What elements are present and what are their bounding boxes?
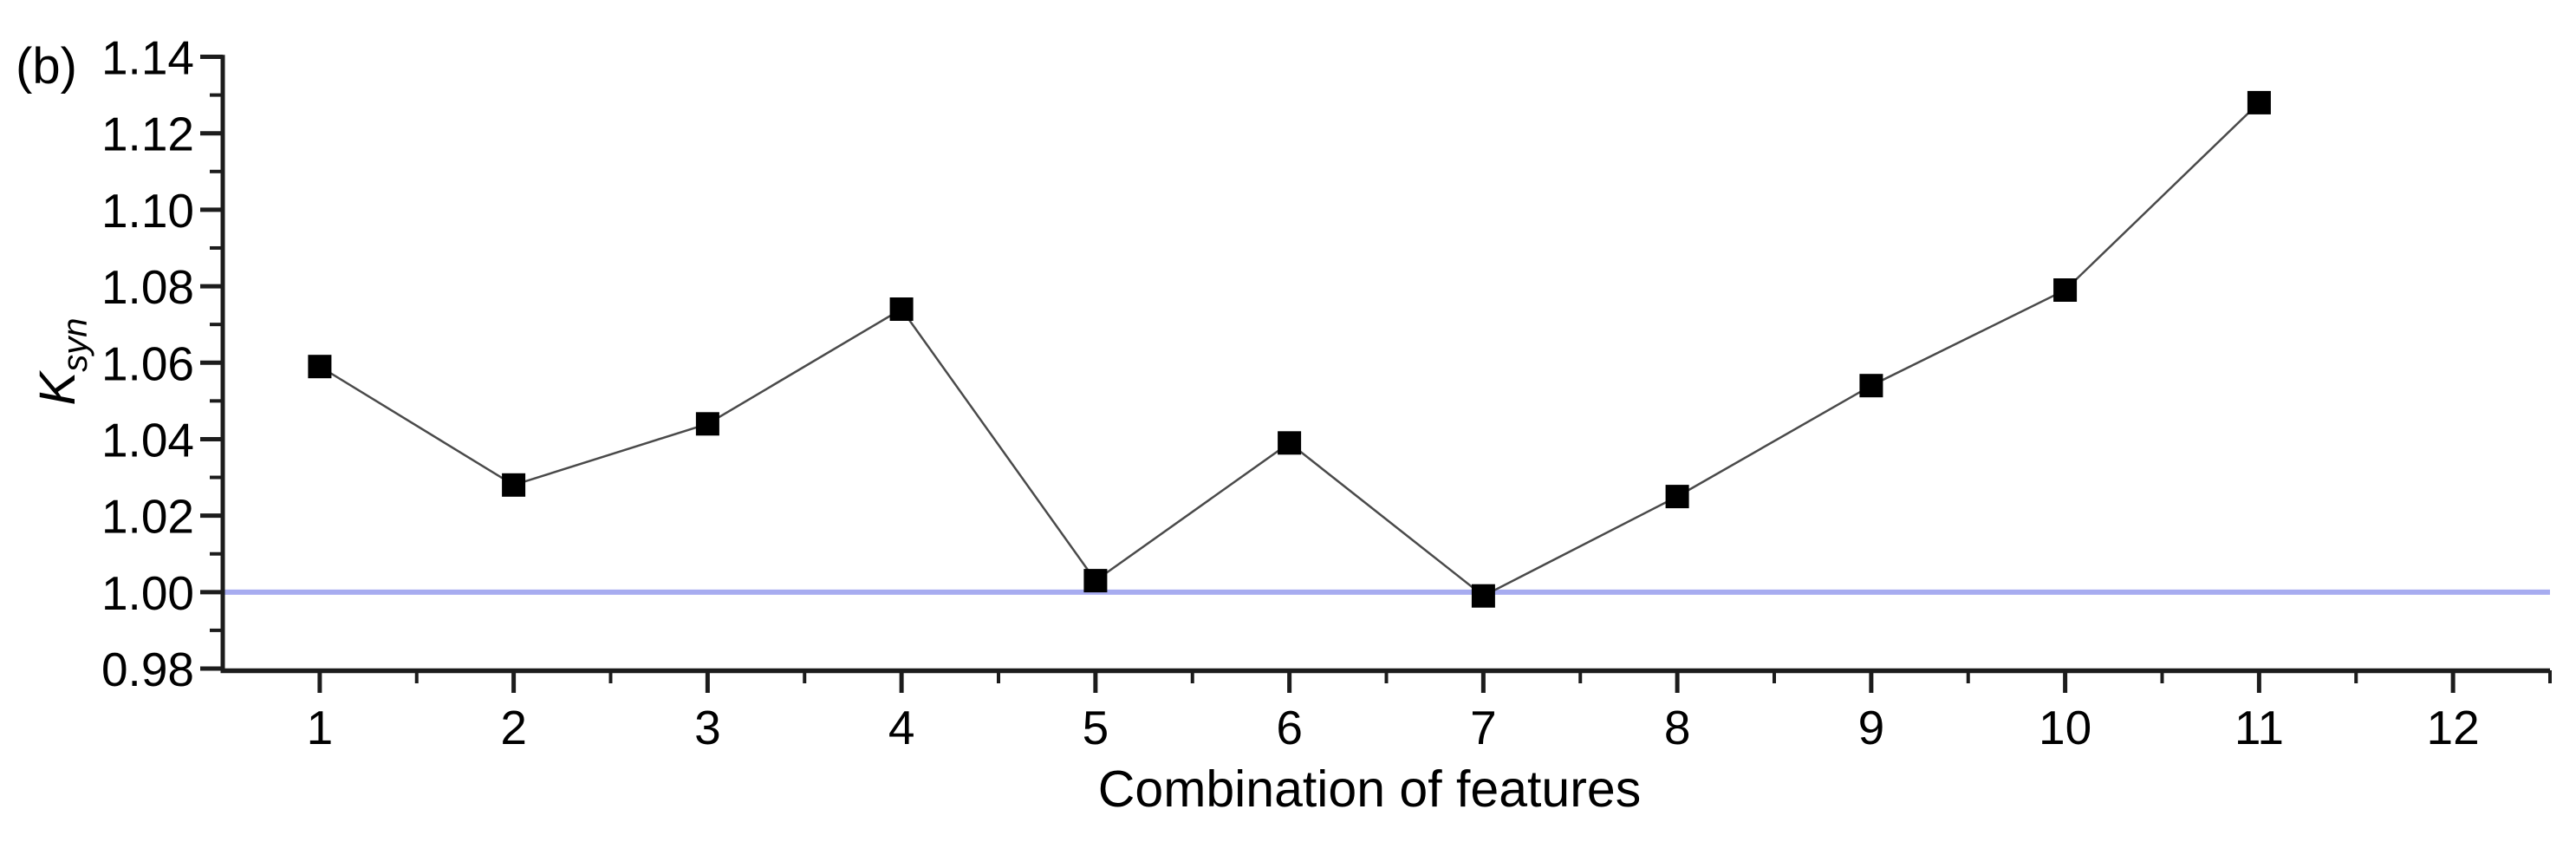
y-tick-label: 1.08 bbox=[101, 260, 194, 314]
data-marker-x2 bbox=[502, 473, 526, 497]
x-tick-label: 7 bbox=[1470, 701, 1497, 754]
axes-layer: 0.981.001.021.041.061.081.101.121.141 2 3 4… bbox=[101, 31, 2552, 754]
y-tick-label: 1.00 bbox=[101, 566, 194, 620]
x-tick-label: 1 bbox=[307, 701, 334, 754]
y-axis-title-main: K bbox=[29, 369, 86, 405]
x-axis-title: Combination of features bbox=[1098, 760, 1641, 818]
y-axis-title-subscript: syn bbox=[56, 318, 94, 372]
data-marker-x5 bbox=[1083, 569, 1108, 593]
x-tick-label: 9 bbox=[1858, 701, 1885, 754]
svg-text:Ksyn: Ksyn bbox=[29, 318, 94, 406]
y-tick-label: 1.12 bbox=[101, 108, 194, 161]
x-tick-label: 2 bbox=[500, 701, 527, 754]
data-marker-x8 bbox=[1665, 485, 1689, 509]
x-tick-label: 5 bbox=[1083, 701, 1109, 754]
x-tick-label: 8 bbox=[1664, 701, 1691, 754]
x-tick-label: 11 bbox=[2234, 701, 2284, 754]
data-marker-x3 bbox=[695, 412, 719, 436]
series-layer bbox=[308, 90, 2271, 608]
data-marker-x7 bbox=[1471, 584, 1495, 608]
data-line bbox=[319, 101, 2261, 597]
y-tick-label: 1.14 bbox=[101, 31, 194, 85]
data-marker-x6 bbox=[1278, 431, 1302, 455]
x-tick-label: 12 bbox=[2427, 701, 2480, 754]
data-marker-x9 bbox=[1859, 374, 1883, 398]
y-tick-label: 1.10 bbox=[101, 184, 194, 238]
x-tick-label: 10 bbox=[2039, 701, 2091, 754]
y-tick-label: 1.06 bbox=[101, 336, 194, 390]
x-tick-label: 4 bbox=[888, 701, 915, 754]
data-marker-x1 bbox=[308, 355, 332, 379]
data-marker-x4 bbox=[889, 297, 914, 321]
y-axis-title: Ksyn bbox=[29, 318, 94, 406]
data-marker-x10 bbox=[2053, 278, 2078, 302]
x-tick-label: 6 bbox=[1276, 701, 1303, 754]
y-tick-label: 1.04 bbox=[101, 413, 194, 467]
data-marker-x11 bbox=[2247, 90, 2271, 114]
y-tick-label: 0.98 bbox=[101, 643, 194, 696]
x-tick-label: 3 bbox=[694, 701, 721, 754]
panel-label: (b) bbox=[16, 38, 77, 95]
y-tick-label: 1.02 bbox=[101, 490, 194, 544]
